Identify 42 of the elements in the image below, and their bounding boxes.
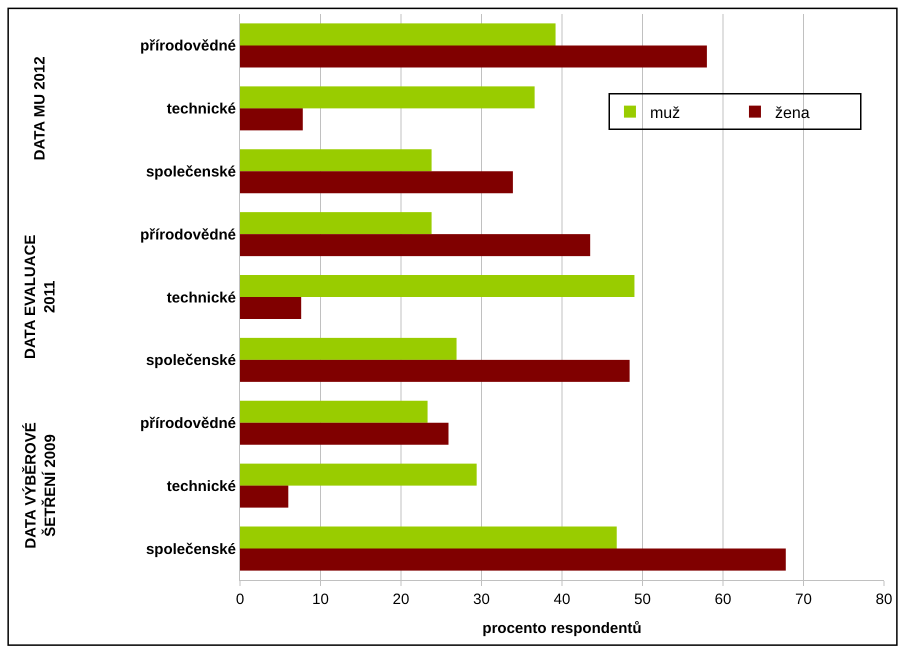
bar: [240, 86, 535, 108]
bar: [240, 548, 786, 571]
bar: [240, 108, 303, 130]
bar: [240, 400, 428, 423]
y-tick-label: společenské: [146, 163, 236, 180]
x-tick-label: 0: [236, 591, 244, 608]
text: DATA EVALUACE 2011: [22, 234, 58, 359]
x-tick-label: 20: [392, 591, 410, 608]
bar: [240, 149, 432, 172]
y-tick-label: společenské: [146, 352, 236, 370]
x-tick-label: 10: [312, 591, 329, 608]
bar: [240, 297, 302, 320]
y-tick-label: technické: [166, 478, 236, 495]
y-tick-label: technické: [166, 289, 236, 306]
x-axis-title: procento respondentů: [482, 620, 642, 637]
bar: [240, 212, 432, 234]
x-tick-label: 50: [634, 591, 651, 608]
y-tick-label: technické: [166, 100, 236, 118]
bar: [240, 486, 288, 508]
x-tick-label: 30: [473, 591, 490, 608]
bar: [240, 464, 477, 486]
bar: [240, 360, 630, 382]
bar: [240, 338, 457, 360]
y-tick-label: přírodovědné: [140, 226, 236, 244]
x-tick-label: 80: [876, 591, 892, 608]
x-tick-label: 70: [795, 591, 812, 608]
y-tick-label: přírodovědné: [140, 415, 236, 432]
bar: [240, 526, 617, 549]
bar: [240, 234, 590, 256]
legend-label: žena: [774, 104, 810, 122]
bar: [240, 45, 707, 68]
bar: [240, 171, 513, 194]
y-tick-label: přírodovědné: [140, 38, 236, 55]
y-tick-label: společenské: [146, 540, 236, 558]
bar: [240, 422, 448, 445]
x-tick-label: 60: [714, 591, 732, 608]
bar: [240, 274, 634, 297]
text: DATA MU 2012: [32, 56, 49, 160]
legend-label: muž: [650, 104, 680, 122]
bar: [240, 23, 556, 46]
x-tick-label: 40: [554, 591, 570, 608]
text: DATA VÝBĚROVÉ ŠETŘENÍ 2009: [21, 422, 59, 549]
